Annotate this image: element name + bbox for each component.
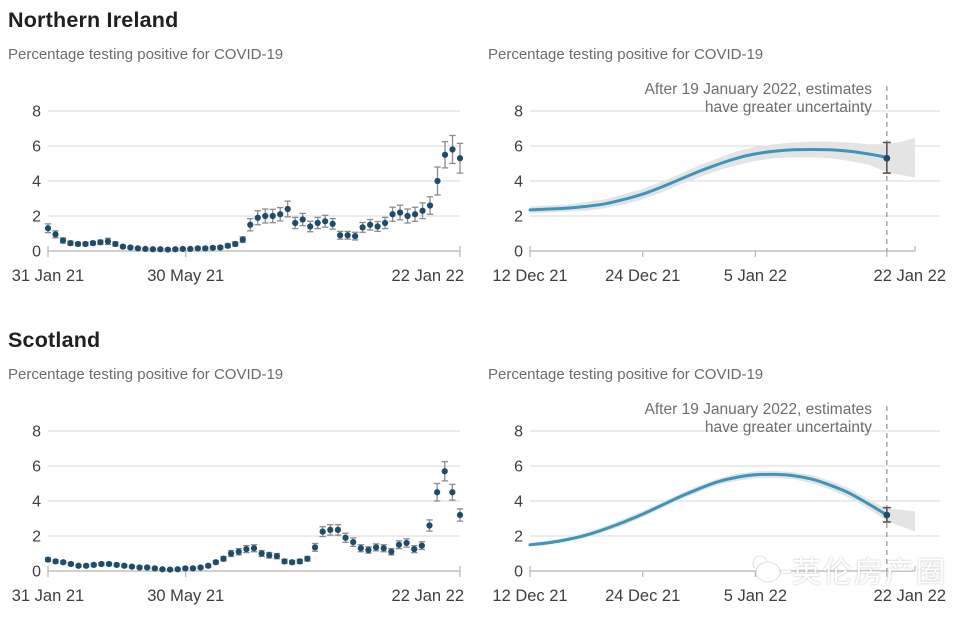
- svg-text:24 Dec 21: 24 Dec 21: [605, 267, 680, 285]
- chart-col-left: Percentage testing positive for COVID-19…: [0, 34, 480, 310]
- svg-text:2: 2: [514, 529, 523, 546]
- svg-text:4: 4: [514, 494, 523, 511]
- svg-text:31 Jan 21: 31 Jan 21: [12, 267, 84, 285]
- chart-col-right: Percentage testing positive for COVID-19…: [480, 354, 962, 630]
- svg-text:4: 4: [32, 174, 41, 191]
- chart-col-left: Percentage testing positive for COVID-19…: [0, 354, 480, 630]
- svg-text:4: 4: [32, 494, 41, 511]
- scatter-chart-northern-ireland: 0 2 4 6 8 31 Jan 21 30 May 21 22 Jan 22: [12, 104, 464, 286]
- svg-text:have greater uncertainty: have greater uncertainty: [705, 99, 872, 116]
- section-scotland: Scotland Percentage testing positive for…: [0, 310, 962, 630]
- chart-subtitle: Percentage testing positive for COVID-19: [8, 46, 284, 63]
- charts-row: Percentage testing positive for COVID-19…: [0, 34, 962, 310]
- chart-subtitle: Percentage testing positive for COVID-19: [488, 46, 764, 63]
- svg-text:0: 0: [32, 244, 41, 261]
- svg-text:8: 8: [32, 424, 41, 441]
- svg-text:30 May 21: 30 May 21: [147, 267, 224, 285]
- svg-text:0: 0: [514, 564, 523, 581]
- svg-text:24 Dec 21: 24 Dec 21: [605, 587, 680, 605]
- svg-text:22 Jan 22: 22 Jan 22: [874, 267, 946, 285]
- svg-text:2: 2: [32, 529, 41, 546]
- line-chart-northern-ireland: 0 2 4 6 8 12 Dec 21 24 Dec 21 5 Jan 22 22 Jan 22…: [492, 81, 946, 285]
- svg-text:have greater uncertainty: have greater uncertainty: [705, 419, 872, 436]
- scatter-chart-scotland: 0 2 4 6 8 31 Jan 21 30 May 21 22 Jan 22: [12, 424, 464, 606]
- chart-subtitle: Percentage testing positive for COVID-19: [8, 366, 284, 383]
- svg-text:8: 8: [514, 424, 523, 441]
- svg-text:30 May 21: 30 May 21: [147, 587, 224, 605]
- svg-text:12 Dec 21: 12 Dec 21: [492, 267, 567, 285]
- svg-text:22 Jan 22: 22 Jan 22: [392, 587, 464, 605]
- svg-text:2: 2: [32, 209, 41, 226]
- svg-text:0: 0: [514, 244, 523, 261]
- charts-row: Percentage testing positive for COVID-19…: [0, 354, 962, 630]
- svg-text:31 Jan 21: 31 Jan 21: [12, 587, 84, 605]
- section-northern-ireland: Northern Ireland Percentage testing posi…: [0, 0, 962, 310]
- svg-text:12 Dec 21: 12 Dec 21: [492, 587, 567, 605]
- chart-subtitle: Percentage testing positive for COVID-19: [488, 366, 764, 383]
- svg-text:6: 6: [514, 459, 523, 476]
- svg-text:5 Jan 22: 5 Jan 22: [724, 587, 787, 605]
- svg-text:22 Jan 22: 22 Jan 22: [874, 587, 946, 605]
- svg-text:4: 4: [514, 174, 523, 191]
- svg-text:6: 6: [32, 139, 41, 156]
- line-chart-scotland: 0 2 4 6 8 12 Dec 21 24 Dec 21 5 Jan 22 22 Jan 22…: [492, 401, 946, 605]
- svg-text:2: 2: [514, 209, 523, 226]
- svg-text:8: 8: [32, 104, 41, 121]
- page-title: Northern Ireland: [8, 8, 179, 32]
- svg-text:6: 6: [514, 139, 523, 156]
- svg-text:6: 6: [32, 459, 41, 476]
- chart-col-right: Percentage testing positive for COVID-19…: [480, 34, 962, 310]
- page-title: Scotland: [8, 328, 101, 352]
- svg-text:8: 8: [514, 104, 523, 121]
- svg-text:5 Jan 22: 5 Jan 22: [724, 267, 787, 285]
- svg-text:0: 0: [32, 564, 41, 581]
- svg-text:After 19 January 2022, estimat: After 19 January 2022, estimates: [645, 81, 873, 98]
- svg-text:22 Jan 22: 22 Jan 22: [392, 267, 464, 285]
- svg-text:After 19 January 2022, estimat: After 19 January 2022, estimates: [645, 401, 873, 418]
